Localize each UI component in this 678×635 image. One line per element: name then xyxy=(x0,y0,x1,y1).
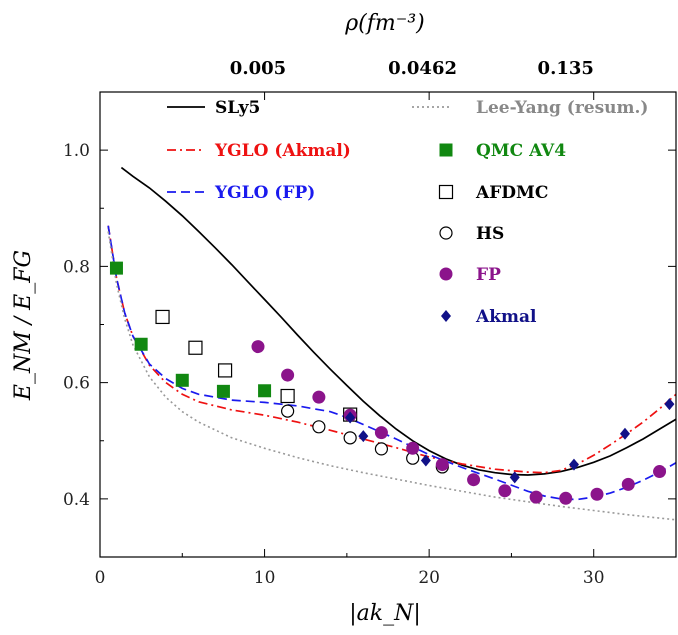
x-tick-label: 10 xyxy=(254,568,276,588)
legend-label-akmal: Akmal xyxy=(475,307,537,327)
marker-diamond xyxy=(619,427,630,440)
marker-diamond xyxy=(358,430,369,443)
series-points-akmal xyxy=(345,398,675,484)
marker-open-circle xyxy=(281,404,295,418)
marker-open-circle xyxy=(343,431,357,445)
plot-frame xyxy=(99,91,677,558)
marker-circle xyxy=(559,491,573,505)
top-axis-title: ρ(fm⁻³) xyxy=(344,11,425,36)
marker-circle xyxy=(621,477,635,491)
marker-diamond xyxy=(509,471,520,484)
series-line-yglo-akmal- xyxy=(107,225,676,474)
x-tick-label: 30 xyxy=(583,568,605,588)
legend: SLy5 YGLO (Akmal) YGLO (FP) Lee-Yang (resum… xyxy=(167,98,648,327)
legend-label-yglo-akmal-: YGLO (Akmal) xyxy=(214,141,351,161)
marker-circle xyxy=(406,441,420,455)
x-tick-label: 20 xyxy=(418,568,440,588)
y-axis-title: E_NM / E_FG xyxy=(11,250,36,401)
y-tick-label: 0.8 xyxy=(63,257,90,277)
legend-label-afdmc: AFDMC xyxy=(475,183,548,203)
marker-circle xyxy=(653,465,667,479)
x-tick-label: 0 xyxy=(95,568,106,588)
marker-diamond xyxy=(420,454,431,467)
legend-label-fp: FP xyxy=(476,265,501,285)
legend-marker-fp xyxy=(439,267,453,281)
marker-diamond xyxy=(568,458,579,471)
legend-label-qmc-av4: QMC AV4 xyxy=(476,141,566,161)
legend-marker-hs xyxy=(439,226,453,240)
marker-circle xyxy=(251,340,265,354)
legend-label-lee-yang-resum-: Lee-Yang (resum.) xyxy=(476,98,648,118)
series-line-yglo-fp- xyxy=(107,225,676,501)
marker-square xyxy=(258,384,272,398)
y-tick-label: 1.0 xyxy=(63,141,90,161)
series-points-fp xyxy=(251,340,667,505)
legend-marker-qmc-av4 xyxy=(439,143,453,157)
series-line-lee-yang-resum- xyxy=(107,231,676,521)
marker-diamond xyxy=(664,398,675,411)
marker-open-square xyxy=(155,309,170,325)
axis-ticks: 0 10 20 30 0.4 0.6 0.8 1.0 0.005 0.0462 0.135 xyxy=(63,58,676,588)
marker-circle xyxy=(281,368,295,382)
marker-circle xyxy=(312,390,326,404)
marker-square xyxy=(109,261,123,275)
top-tick-label: 0.135 xyxy=(538,58,594,79)
marker-circle xyxy=(529,490,543,504)
marker-circle xyxy=(590,487,604,501)
marker-square xyxy=(175,373,189,387)
legend-marker-akmal xyxy=(441,310,451,322)
marker-circle xyxy=(498,484,512,498)
marker-diamond xyxy=(345,411,356,424)
top-tick-label: 0.005 xyxy=(230,58,286,79)
y-tick-label: 0.4 xyxy=(63,490,90,510)
marker-circle xyxy=(467,473,481,487)
marker-open-circle xyxy=(312,420,326,434)
series-points-qmc-av4 xyxy=(109,261,272,398)
marker-open-circle xyxy=(374,442,389,456)
marker-square xyxy=(134,337,148,351)
top-tick-label: 0.0462 xyxy=(388,58,457,79)
x-axis-title: |ak_N| xyxy=(349,601,421,626)
legend-marker-afdmc xyxy=(438,184,454,200)
marker-circle xyxy=(435,458,449,472)
series-line-sly5 xyxy=(120,166,676,476)
marker-open-square xyxy=(188,340,203,355)
marker-square xyxy=(216,384,230,398)
plot-content xyxy=(107,166,676,521)
legend-label-hs: HS xyxy=(476,224,504,244)
legend-label-yglo-fp-: YGLO (FP) xyxy=(214,183,315,203)
legend-label-sly5: SLy5 xyxy=(215,98,260,118)
y-tick-label: 0.6 xyxy=(63,374,90,394)
marker-open-square xyxy=(280,388,295,404)
marker-circle xyxy=(374,426,388,440)
marker-open-square xyxy=(217,363,233,378)
